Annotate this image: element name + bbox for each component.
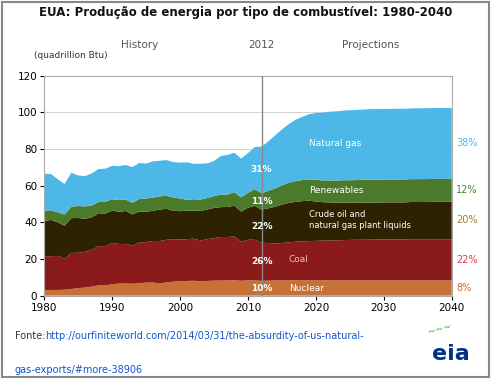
Text: 11%: 11% <box>251 197 273 206</box>
Text: Fonte:: Fonte: <box>15 331 48 341</box>
Text: 20%: 20% <box>456 215 477 226</box>
Text: Natural gas: Natural gas <box>309 139 361 148</box>
Text: (quadrillion Btu): (quadrillion Btu) <box>34 51 108 60</box>
Text: 22%: 22% <box>251 222 273 231</box>
Text: History: History <box>121 41 158 50</box>
Text: Renewables: Renewables <box>309 186 363 195</box>
Text: Projections: Projections <box>342 41 399 50</box>
Text: 26%: 26% <box>251 257 273 266</box>
Text: Crude oil and
natural gas plant liquids: Crude oil and natural gas plant liquids <box>309 210 411 230</box>
Text: 8%: 8% <box>456 283 471 293</box>
Text: http://ourfiniteworld.com/2014/03/31/the-absurdity-of-us-natural-: http://ourfiniteworld.com/2014/03/31/the… <box>45 331 364 341</box>
Text: 12%: 12% <box>456 185 477 195</box>
Text: Coal: Coal <box>289 255 308 264</box>
Text: 10%: 10% <box>251 284 272 293</box>
Text: 38%: 38% <box>456 138 477 148</box>
Text: EUA: Produção de energia por tipo de combustível: 1980-2040: EUA: Produção de energia por tipo de com… <box>39 6 452 19</box>
Text: gas-exports/#more-38906: gas-exports/#more-38906 <box>15 365 143 375</box>
Text: Nuclear: Nuclear <box>289 283 324 293</box>
Text: 22%: 22% <box>456 255 478 265</box>
Text: 31%: 31% <box>251 166 273 174</box>
Text: eia: eia <box>432 344 470 364</box>
Text: ~~~: ~~~ <box>427 321 453 337</box>
Text: 2012: 2012 <box>248 41 275 50</box>
